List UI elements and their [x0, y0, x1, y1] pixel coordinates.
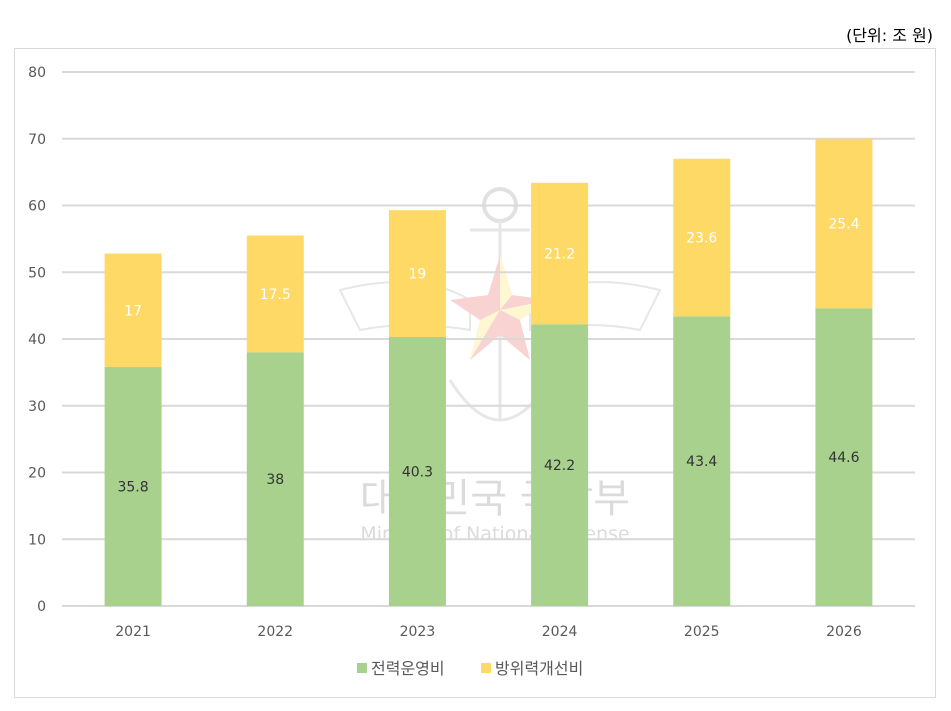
y-tick-label: 20 — [28, 466, 46, 482]
bar-segment-improvement — [531, 182, 589, 325]
data-label: 19 — [409, 267, 427, 283]
bar-segment-operations — [531, 324, 589, 606]
y-tick-label: 0 — [37, 599, 46, 615]
data-label: 35.8 — [117, 480, 148, 496]
data-label: 42.2 — [544, 458, 575, 474]
data-label: 38 — [266, 472, 284, 488]
y-tick-label: 10 — [28, 532, 46, 548]
bar-segment-operations — [388, 336, 446, 606]
unit-label: (단위: 조 원) — [846, 26, 933, 45]
watermark-logo: 대한민국 국방부 Ministry of National Defense — [338, 187, 662, 545]
bar-segment-improvement — [388, 210, 446, 337]
x-tick-label: 2024 — [542, 624, 578, 640]
y-tick-label: 80 — [28, 65, 46, 81]
bar-segment-improvement — [104, 253, 162, 368]
data-label: 44.6 — [828, 450, 859, 466]
x-tick-label: 2025 — [684, 624, 720, 640]
data-label: 23.6 — [686, 231, 717, 247]
bar-segment-operations — [815, 308, 873, 606]
bar-segment-improvement — [246, 235, 304, 353]
legend-label: 방위력개선비 — [495, 659, 583, 678]
legend: 전력운영비 방위력개선비 — [357, 659, 583, 678]
bar-segment-improvement — [815, 138, 873, 309]
bar-segment-operations — [246, 352, 304, 606]
data-label: 40.3 — [402, 464, 433, 480]
y-tick-label: 40 — [28, 332, 46, 348]
y-tick-label: 50 — [28, 265, 46, 281]
x-tick-label: 2021 — [115, 624, 151, 640]
legend-swatch — [481, 663, 491, 673]
data-label: 43.4 — [686, 454, 717, 470]
data-label: 21.2 — [544, 247, 575, 263]
y-tick-label: 70 — [28, 132, 46, 148]
bar-segment-improvement — [673, 158, 731, 317]
y-tick-label: 60 — [28, 199, 46, 215]
legend-label: 전력운영비 — [371, 659, 445, 678]
legend-swatch — [357, 663, 367, 673]
data-label: 17 — [124, 303, 142, 319]
bar-segment-operations — [104, 367, 162, 606]
data-label: 25.4 — [828, 217, 859, 233]
bar-segment-operations — [673, 316, 731, 606]
x-tick-label: 2022 — [257, 624, 293, 640]
chart-frame — [14, 48, 936, 698]
x-tick-label: 2026 — [826, 624, 862, 640]
data-label: 17.5 — [260, 287, 291, 303]
y-tick-label: 30 — [28, 399, 46, 415]
x-tick-label: 2023 — [400, 624, 436, 640]
